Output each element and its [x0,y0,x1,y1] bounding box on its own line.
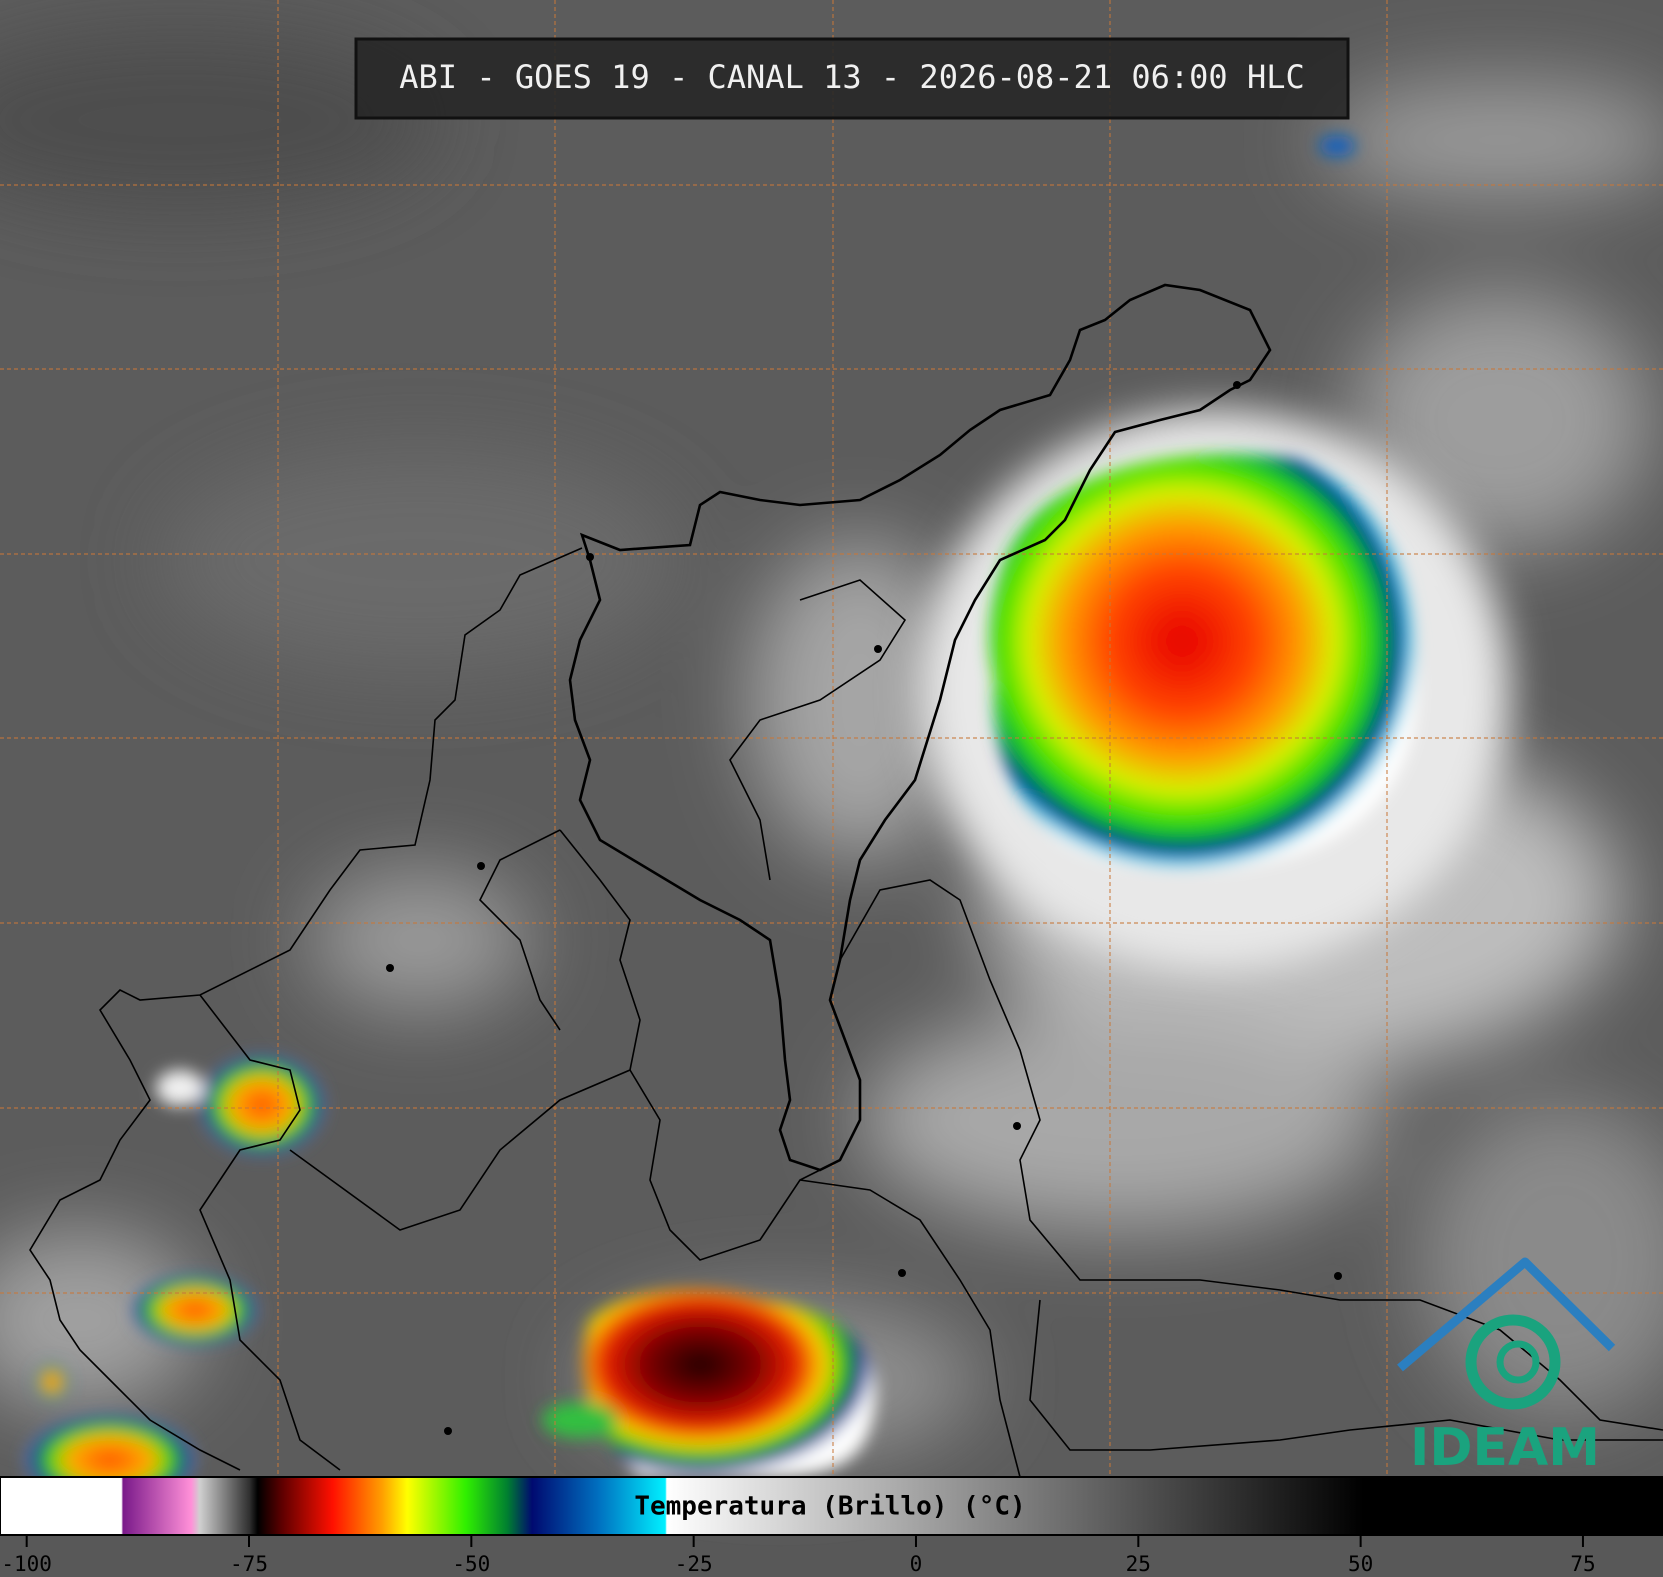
logo-text: IDEAM [1410,1418,1600,1478]
tick-label: -75 [230,1552,268,1576]
colorbar-label: Temperatura (Brillo) (°C) [634,1492,1025,1522]
convective-cells [25,136,1418,1505]
map-title: ABI - GOES 19 - CANAL 13 - 2026-08-21 06… [399,58,1304,96]
city-markers [386,381,1342,1435]
tick-label: 75 [1570,1552,1595,1576]
tick-label: -50 [452,1552,490,1576]
tick-label: 50 [1348,1552,1373,1576]
colorbar-ticks: -100 -75 -50 -25 0 25 50 75 [1,1535,1596,1576]
lat-lon-grid [0,0,1663,1477]
tick-label: -100 [1,1552,52,1576]
tick-label: 0 [910,1552,923,1576]
borders [29,283,1663,1478]
tick-label: 25 [1126,1552,1151,1576]
title-box [354,37,1350,120]
logo: IDEAM [1397,1257,1616,1478]
colorbar [0,1476,1663,1536]
tick-label: -25 [675,1552,713,1576]
